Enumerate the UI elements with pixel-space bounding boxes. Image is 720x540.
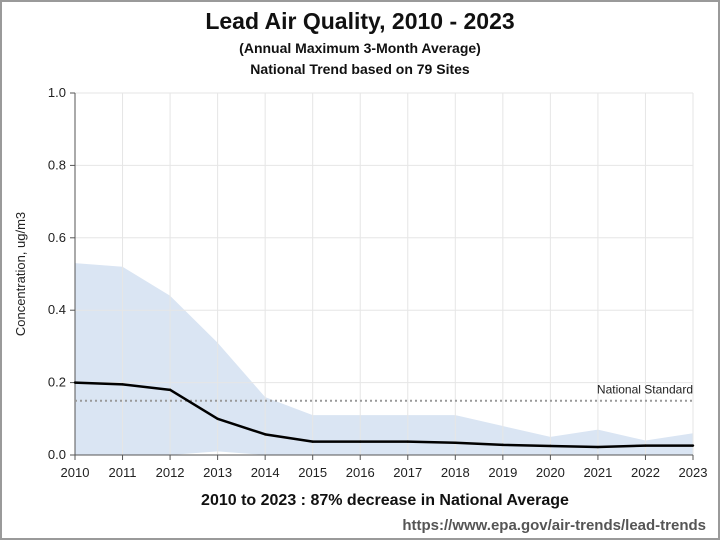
source-url: https://www.epa.gov/air-trends/lead-tren…	[402, 517, 706, 534]
x-tick-label: 2012	[156, 465, 185, 480]
x-tick-label: 2014	[251, 465, 280, 480]
national-standard-label: National Standard	[597, 383, 693, 397]
data-point	[549, 444, 552, 448]
data-point	[168, 388, 172, 392]
x-tick-label: 2017	[393, 465, 422, 480]
data-point	[501, 443, 505, 447]
chart-title: Lead Air Quality, 2010 - 2023	[205, 8, 515, 34]
x-tick-label: 2010	[61, 465, 90, 480]
x-tick-label: 2016	[346, 465, 375, 480]
data-point	[644, 444, 647, 447]
data-point	[406, 440, 409, 443]
data-point	[691, 444, 695, 447]
chart-subtitle-1: (Annual Maximum 3-Month Average)	[239, 40, 481, 56]
x-tick-label: 2023	[679, 465, 708, 480]
data-point	[121, 383, 124, 386]
range-band	[75, 263, 693, 455]
x-tick-label: 2018	[441, 465, 470, 480]
x-tick-label: 2022	[631, 465, 660, 480]
x-tick-label: 2011	[109, 465, 137, 480]
y-axis-label: Concentration, ug/m3	[13, 212, 28, 336]
y-tick-label: 1.0	[48, 85, 66, 100]
x-tick-label: 2019	[488, 465, 517, 480]
y-tick-label: 0.0	[48, 447, 66, 462]
x-tick-label: 2020	[536, 465, 565, 480]
y-tick-label: 0.2	[48, 375, 66, 390]
chart-subtitle-2: National Trend based on 79 Sites	[250, 61, 470, 77]
x-tick-label: 2015	[298, 465, 327, 480]
x-tick-label: 2021	[583, 465, 612, 480]
data-point	[311, 440, 314, 443]
y-tick-label: 0.8	[48, 157, 66, 172]
data-point	[216, 417, 219, 420]
data-point	[73, 381, 77, 384]
data-point	[454, 441, 457, 444]
data-point	[596, 445, 600, 449]
national-average-line	[74, 381, 693, 449]
y-tick-label: 0.6	[48, 230, 66, 245]
y-tick-label: 0.4	[48, 302, 66, 317]
x-tick-label: 2013	[203, 465, 232, 480]
data-point	[359, 440, 362, 443]
data-point	[263, 433, 267, 436]
decrease-annotation: 2010 to 2023 : 87% decrease in National …	[201, 492, 569, 509]
